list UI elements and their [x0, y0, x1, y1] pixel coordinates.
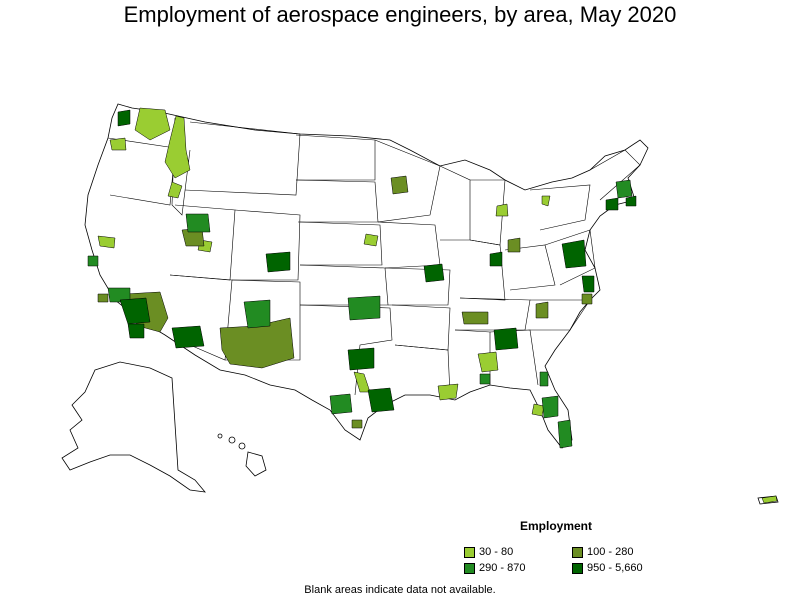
legend-label: 30 - 80 — [479, 546, 514, 558]
area-100-280 — [581, 293, 593, 305]
area-950-5660 — [127, 323, 145, 339]
area-100-280 — [97, 293, 109, 303]
area-950-5660 — [561, 239, 587, 269]
area-290-870 — [479, 373, 491, 385]
area-30-80 — [97, 235, 116, 249]
area-30-80 — [437, 383, 459, 401]
alaska-outline — [61, 361, 206, 493]
area-950-5660 — [581, 275, 595, 293]
legend-item: 950 - 5,660 — [572, 562, 643, 574]
legend-title: Employment — [520, 519, 593, 533]
area-950-5660 — [265, 251, 291, 273]
area-290-870 — [557, 419, 573, 449]
area-290-870 — [615, 179, 633, 199]
legend-item: 30 - 80 — [464, 546, 513, 558]
contiguous-us-outline — [84, 103, 649, 449]
area-100-280 — [461, 311, 489, 325]
area-950-5660 — [117, 109, 131, 127]
legend-swatch — [464, 546, 475, 558]
area-30-80 — [164, 115, 191, 179]
area-290-870 — [87, 255, 99, 267]
footnote: Blank areas indicate data not available. — [304, 584, 496, 596]
legend-swatch — [464, 562, 475, 574]
area-30-80 — [109, 137, 127, 151]
legend-item: 100 - 280 — [572, 546, 633, 558]
legend-label: 950 - 5,660 — [587, 562, 643, 574]
area-30-80 — [531, 403, 545, 417]
area-290-870 — [185, 213, 211, 233]
area-30-80 — [495, 203, 509, 217]
area-950-5660 — [347, 347, 375, 371]
area-950-5660 — [119, 297, 151, 325]
hawaii-outline — [217, 433, 267, 477]
area-100-280 — [390, 175, 409, 195]
map-title: Employment of aerospace engineers, by ar… — [123, 2, 677, 27]
area-30-80 — [167, 181, 183, 199]
area-290-870 — [329, 393, 353, 415]
area-950-5660 — [171, 325, 205, 349]
legend-label: 100 - 280 — [587, 546, 634, 558]
area-30-80 — [363, 233, 379, 247]
area-30-80 — [541, 195, 551, 207]
area-100-280 — [507, 237, 521, 253]
area-30-80 — [761, 495, 778, 504]
area-100-280 — [535, 301, 549, 319]
legend-swatch — [572, 546, 583, 558]
area-100-280 — [351, 419, 363, 429]
area-290-870 — [539, 371, 549, 387]
area-950-5660 — [625, 195, 637, 207]
area-30-80 — [477, 351, 499, 373]
area-950-5660 — [489, 251, 503, 267]
area-950-5660 — [605, 197, 619, 211]
area-290-870 — [243, 299, 271, 329]
legend-swatch — [572, 562, 583, 574]
area-950-5660 — [493, 327, 519, 351]
area-290-870 — [347, 295, 381, 321]
area-950-5660 — [423, 263, 445, 283]
legend-label: 290 - 870 — [479, 562, 526, 574]
area-950-5660 — [367, 387, 395, 413]
area-290-870 — [541, 395, 559, 419]
area-30-80 — [134, 107, 171, 141]
legend-item: 290 - 870 — [464, 562, 525, 574]
